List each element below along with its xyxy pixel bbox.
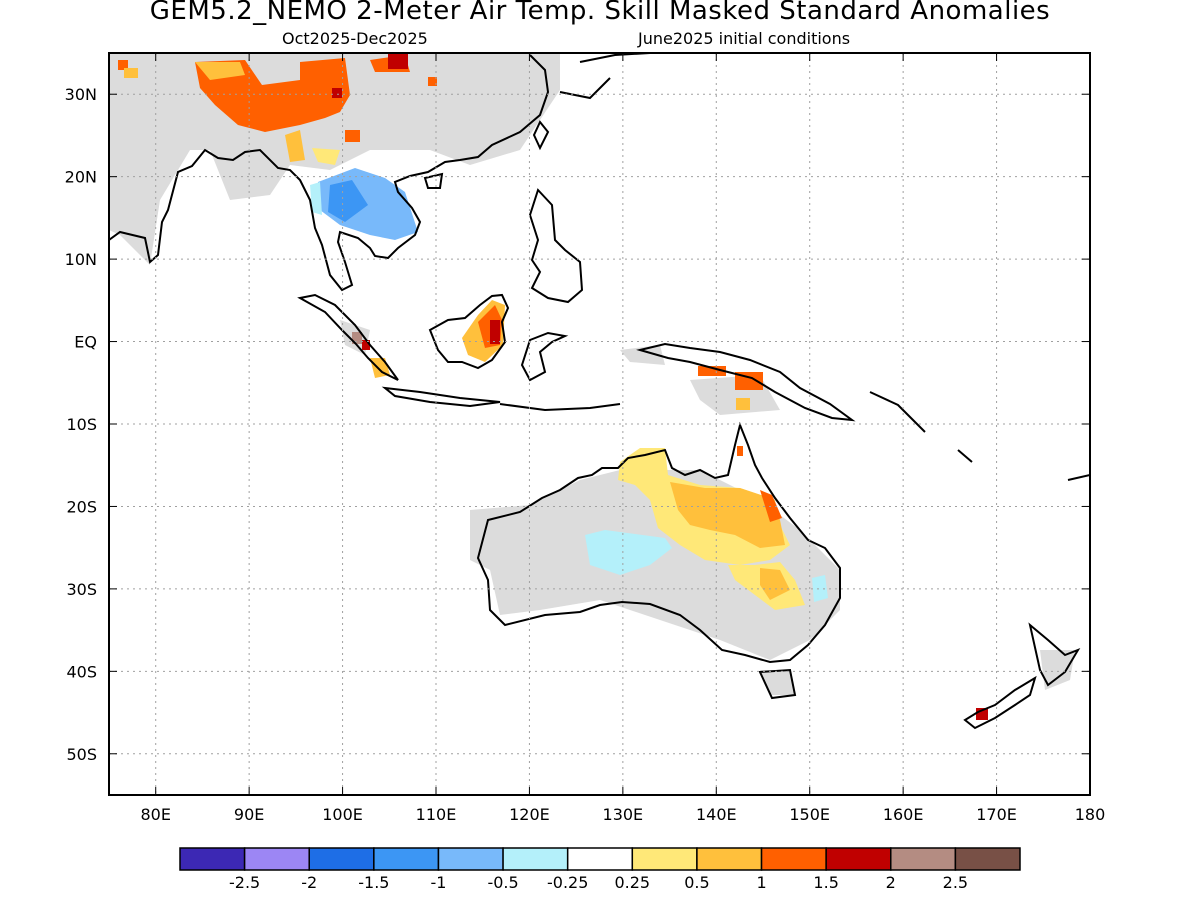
colorbar-swatch xyxy=(825,847,892,871)
axis-ticks: 30N 20N 10N EQ 10S 20S 30S 40S 50S 80E 90E 100E 110E… xyxy=(65,53,1106,824)
lon-tick-label: 100E xyxy=(322,805,363,824)
lat-tick-label: 40S xyxy=(66,662,97,681)
anomaly-cell xyxy=(345,130,360,142)
coastline-melanesia xyxy=(869,391,1090,481)
coastlines xyxy=(109,53,1090,730)
colorbar-label: 2 xyxy=(886,873,896,892)
lat-tick-label: 20N xyxy=(65,168,97,187)
anomaly-cell xyxy=(737,446,743,456)
anomaly-cell xyxy=(490,320,500,344)
lat-tick-label: 10S xyxy=(66,415,97,434)
lon-tick-label: 140E xyxy=(696,805,737,824)
coastline-nz-south xyxy=(963,675,1037,730)
anomaly-cell xyxy=(332,88,342,98)
lat-tick-label: EQ xyxy=(74,333,97,352)
coastline-sulawesi xyxy=(520,331,569,382)
colorbar-label: 1 xyxy=(756,873,766,892)
colorbar-label: -1.5 xyxy=(358,873,389,892)
colorbar-swatch xyxy=(890,847,957,871)
colorbar-swatch xyxy=(954,847,1021,871)
anomaly-cell xyxy=(736,398,750,410)
anomaly-southeast-australia-core xyxy=(760,568,790,600)
colorbar-swatch xyxy=(631,847,698,871)
initial-conditions: June2025 initial conditions xyxy=(638,29,851,48)
forecast-period: Oct2025-Dec2025 xyxy=(282,29,428,48)
coastline-hainan xyxy=(423,172,444,189)
lon-tick-label: 170E xyxy=(976,805,1017,824)
anomaly-myanmar xyxy=(285,130,305,162)
colorbar-swatch xyxy=(243,847,310,871)
coastline-taiwan xyxy=(532,120,550,151)
anomaly-cell xyxy=(118,60,128,70)
anomaly-cell xyxy=(362,340,370,350)
colorbar-label: -2.5 xyxy=(229,873,260,892)
lon-tick-label: 150E xyxy=(789,805,830,824)
anomaly-cell xyxy=(124,68,138,78)
map-title: GEM5.2_NEMO 2-Meter Air Temp. Skill Mask… xyxy=(149,0,1051,26)
colorbar-label: -0.5 xyxy=(487,873,518,892)
coastline-asia xyxy=(109,54,550,292)
colorbar-swatch xyxy=(437,847,504,871)
colorbar-swatch xyxy=(696,847,763,871)
anomaly-cell xyxy=(428,77,437,86)
lat-tick-label: 20S xyxy=(66,497,97,516)
grid-lines xyxy=(109,53,1090,795)
colorbar-label: 0.5 xyxy=(684,873,709,892)
coastline-philippines xyxy=(528,188,584,304)
lon-tick-label: 180 xyxy=(1075,805,1106,824)
anomaly-cell xyxy=(352,332,362,344)
anomaly-thailand-core xyxy=(328,180,368,222)
anomaly-central-australia xyxy=(585,530,672,575)
anomaly-queensland-coast xyxy=(760,490,782,522)
anomaly-queensland xyxy=(670,482,785,548)
coastline-nz-north xyxy=(1028,622,1081,687)
coastline-tasmania xyxy=(758,668,797,700)
colorbar-swatch xyxy=(179,847,246,871)
lat-tick-label: 30S xyxy=(66,580,97,599)
coastline-australia xyxy=(476,421,841,664)
anomaly-cell xyxy=(698,366,726,376)
map-content xyxy=(109,53,1090,795)
colorbar-swatch xyxy=(760,847,827,871)
coastline-lesser-sunda xyxy=(499,403,621,412)
coastline-java xyxy=(381,386,501,408)
lon-tick-label: 110E xyxy=(416,805,457,824)
anomaly-yunnan xyxy=(312,148,340,165)
coastline-sumatra xyxy=(297,293,399,381)
colorbar-label: 1.5 xyxy=(813,873,838,892)
anomaly-nsw-coast xyxy=(812,575,828,602)
colorbar-swatch xyxy=(566,847,634,871)
colorbar-swatch xyxy=(373,847,440,871)
lon-tick-label: 130E xyxy=(603,805,644,824)
colorbar-label: -0.25 xyxy=(547,873,588,892)
lon-tick-label: 90E xyxy=(234,805,264,824)
colorbar-label: 0.25 xyxy=(614,873,650,892)
lat-tick-label: 50S xyxy=(66,745,97,764)
coastline-borneo xyxy=(428,293,510,370)
lat-tick-label: 10N xyxy=(65,250,97,269)
lon-tick-label: 160E xyxy=(883,805,924,824)
lon-tick-label: 120E xyxy=(509,805,550,824)
lon-tick-label: 80E xyxy=(140,805,170,824)
colorbar-label: 2.5 xyxy=(943,873,968,892)
colorbar-swatch xyxy=(502,847,569,871)
anomaly-thailand-edge xyxy=(310,182,322,215)
coastline-new-guinea xyxy=(636,342,856,422)
colorbar-swatch xyxy=(308,847,375,871)
colorbar: -2.5 -2 -1.5 -1 -0.5 -0.25 0.25 0.5 1 1.5 2 2.5 xyxy=(179,847,1021,892)
anomaly-tibet-west xyxy=(195,62,245,80)
lat-tick-label: 30N xyxy=(65,85,97,104)
colorbar-label: -2 xyxy=(301,873,317,892)
colorbar-label: -1 xyxy=(430,873,446,892)
anomaly-cell xyxy=(388,53,408,69)
